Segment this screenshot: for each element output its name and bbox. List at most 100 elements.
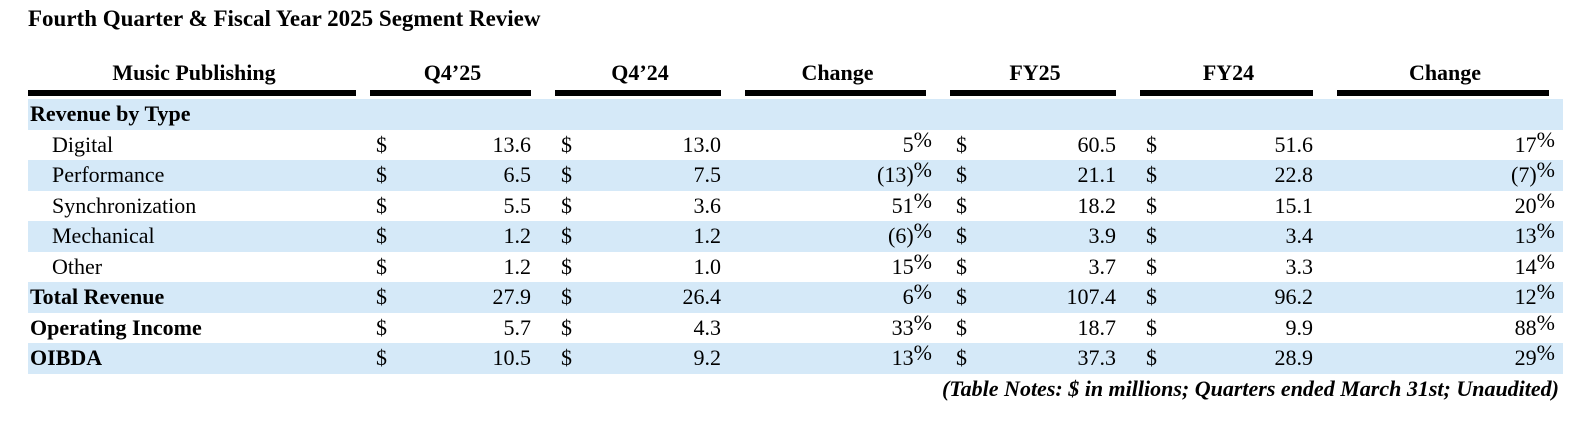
value-cell-fy24: $28.9 [1130, 343, 1327, 374]
value-cell-q4_25: $13.6 [360, 130, 545, 161]
currency-symbol: $ [561, 223, 572, 249]
cell-value: (13)% [877, 157, 932, 188]
currency-symbol: $ [376, 192, 387, 218]
currency-symbol: $ [956, 284, 967, 310]
value-cell-fy25: $3.9 [940, 221, 1130, 252]
percent-sign: % [913, 126, 932, 152]
table-row-digital: Digital $13.6 $13.0 5% $60.5 $51.6 17% [28, 126, 1563, 161]
value-cell-fy25: $37.3 [940, 343, 1130, 374]
value-cell-fy25: $21.1 [940, 160, 1130, 191]
change-cell-change_q: 51% [735, 187, 940, 222]
currency-symbol: $ [376, 314, 387, 340]
percent-sign: % [913, 279, 932, 305]
value-cell-fy24: $96.2 [1130, 282, 1327, 313]
percent-sign: % [1536, 248, 1555, 274]
cell-value: 4.3 [693, 314, 722, 340]
currency-symbol: $ [376, 284, 387, 310]
header-underline [1140, 90, 1313, 96]
row-label: Other [52, 253, 103, 279]
value-cell-q4_25: $10.5 [360, 343, 545, 374]
cell-value: 15% [891, 248, 932, 279]
change-cell-change_fy: 12% [1327, 279, 1563, 313]
currency-symbol: $ [1146, 314, 1157, 340]
percent-sign: % [913, 218, 932, 244]
header-underline [950, 90, 1116, 96]
percent-sign: % [1536, 187, 1555, 213]
value-cell-fy25: $18.7 [940, 313, 1130, 344]
cell-value: 29% [1514, 340, 1555, 371]
cell-value: 3.7 [1088, 253, 1117, 279]
row-label: OIBDA [30, 345, 103, 371]
cell-value: 3.6 [693, 192, 722, 218]
column-header-change-fy: Change [1327, 56, 1563, 96]
value-cell-fy25: $3.7 [940, 252, 1130, 283]
cell-value: 27.9 [492, 284, 532, 310]
table-body: Revenue by Type Digital $13.6 $13.0 5% $60.5 $… [28, 99, 1563, 374]
value-cell-fy24: $3.4 [1130, 221, 1327, 252]
percent-sign: % [1536, 157, 1555, 183]
column-header-fy24-fy: FY24 [1130, 56, 1327, 96]
cell-value: 107.4 [1066, 284, 1117, 310]
change-cell-change_q: 5% [735, 126, 940, 161]
cell-value: 33% [891, 309, 932, 340]
currency-symbol: $ [376, 223, 387, 249]
table-row-operating-income: Operating Income $5.7 $4.3 33% $18.7 $9.9 88% [28, 309, 1563, 344]
header-underline [745, 90, 926, 96]
value-cell-fy25: $18.2 [940, 191, 1130, 222]
table-row-total-revenue: Total Revenue $27.9 $26.4 6% $107.4 $96.2 12% [28, 279, 1563, 313]
value-cell-fy25 [940, 99, 1130, 130]
value-cell-q4_24: $26.4 [545, 282, 735, 313]
currency-symbol: $ [561, 131, 572, 157]
cell-value: 1.2 [693, 223, 722, 249]
value-cell-fy24: $3.3 [1130, 252, 1327, 283]
header-underline [555, 90, 721, 96]
currency-symbol: $ [1146, 162, 1157, 188]
cell-value: 1.0 [693, 253, 722, 279]
cell-value: 12% [1514, 279, 1555, 310]
value-cell-q4_24: $7.5 [545, 160, 735, 191]
cell-value: 6.5 [503, 162, 532, 188]
table-header-row: Music Publishing Q4’25 Q4’24 Change FY25 FY24… [28, 56, 1563, 96]
currency-symbol: $ [1146, 345, 1157, 371]
value-cell-q4_24: $4.3 [545, 313, 735, 344]
value-cell-q4_25: $5.7 [360, 313, 545, 344]
change-cell-change_q: (13)% [735, 157, 940, 191]
currency-symbol: $ [956, 314, 967, 340]
value-cell-q4_24: $13.0 [545, 130, 735, 161]
value-cell-q4_24 [545, 99, 735, 130]
value-cell-fy24: $51.6 [1130, 130, 1327, 161]
currency-symbol: $ [956, 253, 967, 279]
cell-value: 10.5 [492, 345, 532, 371]
percent-sign: % [1536, 218, 1555, 244]
change-cell-change_fy: (7)% [1327, 157, 1563, 191]
value-cell-q4_25: $1.2 [360, 252, 545, 283]
percent-sign: % [1536, 340, 1555, 366]
value-cell-q4_24: $1.0 [545, 252, 735, 283]
column-header-fy25-fy: FY25 [940, 56, 1130, 96]
percent-sign: % [1536, 309, 1555, 335]
currency-symbol: $ [956, 345, 967, 371]
value-cell-fy24: $15.1 [1130, 191, 1327, 222]
percent-sign: % [1536, 279, 1555, 305]
cell-value: 15.1 [1274, 192, 1314, 218]
percent-sign: % [913, 157, 932, 183]
cell-value: 3.4 [1285, 223, 1314, 249]
cell-value: 37.3 [1077, 345, 1117, 371]
row-label: Synchronization [52, 192, 197, 218]
value-cell-q4_25: $27.9 [360, 282, 545, 313]
percent-sign: % [913, 187, 932, 213]
change-cell-change_q: 15% [735, 248, 940, 283]
value-cell-fy24: $9.9 [1130, 313, 1327, 344]
currency-symbol: $ [1146, 223, 1157, 249]
column-header-label: Change [1408, 60, 1482, 85]
change-cell-change_q: (6)% [735, 218, 940, 252]
value-cell-q4_25 [360, 99, 545, 130]
row-label: Operating Income [30, 314, 202, 340]
currency-symbol: $ [561, 284, 572, 310]
cell-value: 13% [891, 340, 932, 371]
table-row-performance: Performance $6.5 $7.5 (13)% $21.1 $22.8 (7)% [28, 157, 1563, 191]
currency-symbol: $ [376, 345, 387, 371]
currency-symbol: $ [376, 253, 387, 279]
value-cell-fy25: $60.5 [940, 130, 1130, 161]
table-row-revenue-by-type: Revenue by Type [28, 99, 1563, 130]
